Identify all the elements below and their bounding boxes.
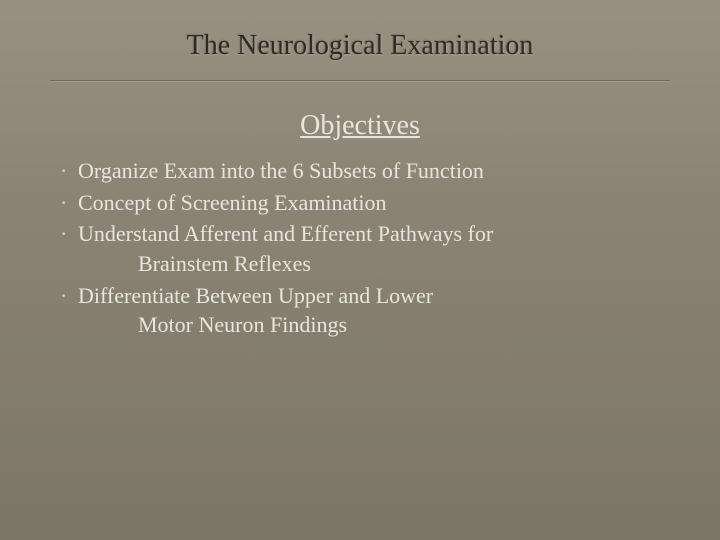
bullet-text: Understand Afferent and Efferent Pathway… bbox=[78, 221, 493, 246]
list-item: Concept of Screening Examination bbox=[56, 188, 670, 218]
bullet-text: Concept of Screening Examination bbox=[78, 190, 387, 215]
bullet-text: Differentiate Between Upper and Lower bbox=[78, 283, 433, 308]
bullet-text: Organize Exam into the 6 Subsets of Func… bbox=[78, 158, 484, 183]
list-item: Differentiate Between Upper and Lower Mo… bbox=[56, 281, 670, 340]
slide: The Neurological Examination Objectives … bbox=[0, 0, 720, 540]
list-item: Understand Afferent and Efferent Pathway… bbox=[56, 219, 670, 278]
slide-subtitle: Objectives bbox=[50, 110, 670, 142]
list-item: Organize Exam into the 6 Subsets of Func… bbox=[56, 156, 670, 186]
title-divider bbox=[50, 80, 670, 82]
bullet-text-indent: Brainstem Reflexes bbox=[78, 249, 670, 279]
slide-title: The Neurological Examination bbox=[50, 30, 670, 62]
bullet-text-indent: Motor Neuron Findings bbox=[78, 310, 670, 340]
bullet-list: Organize Exam into the 6 Subsets of Func… bbox=[50, 156, 670, 340]
